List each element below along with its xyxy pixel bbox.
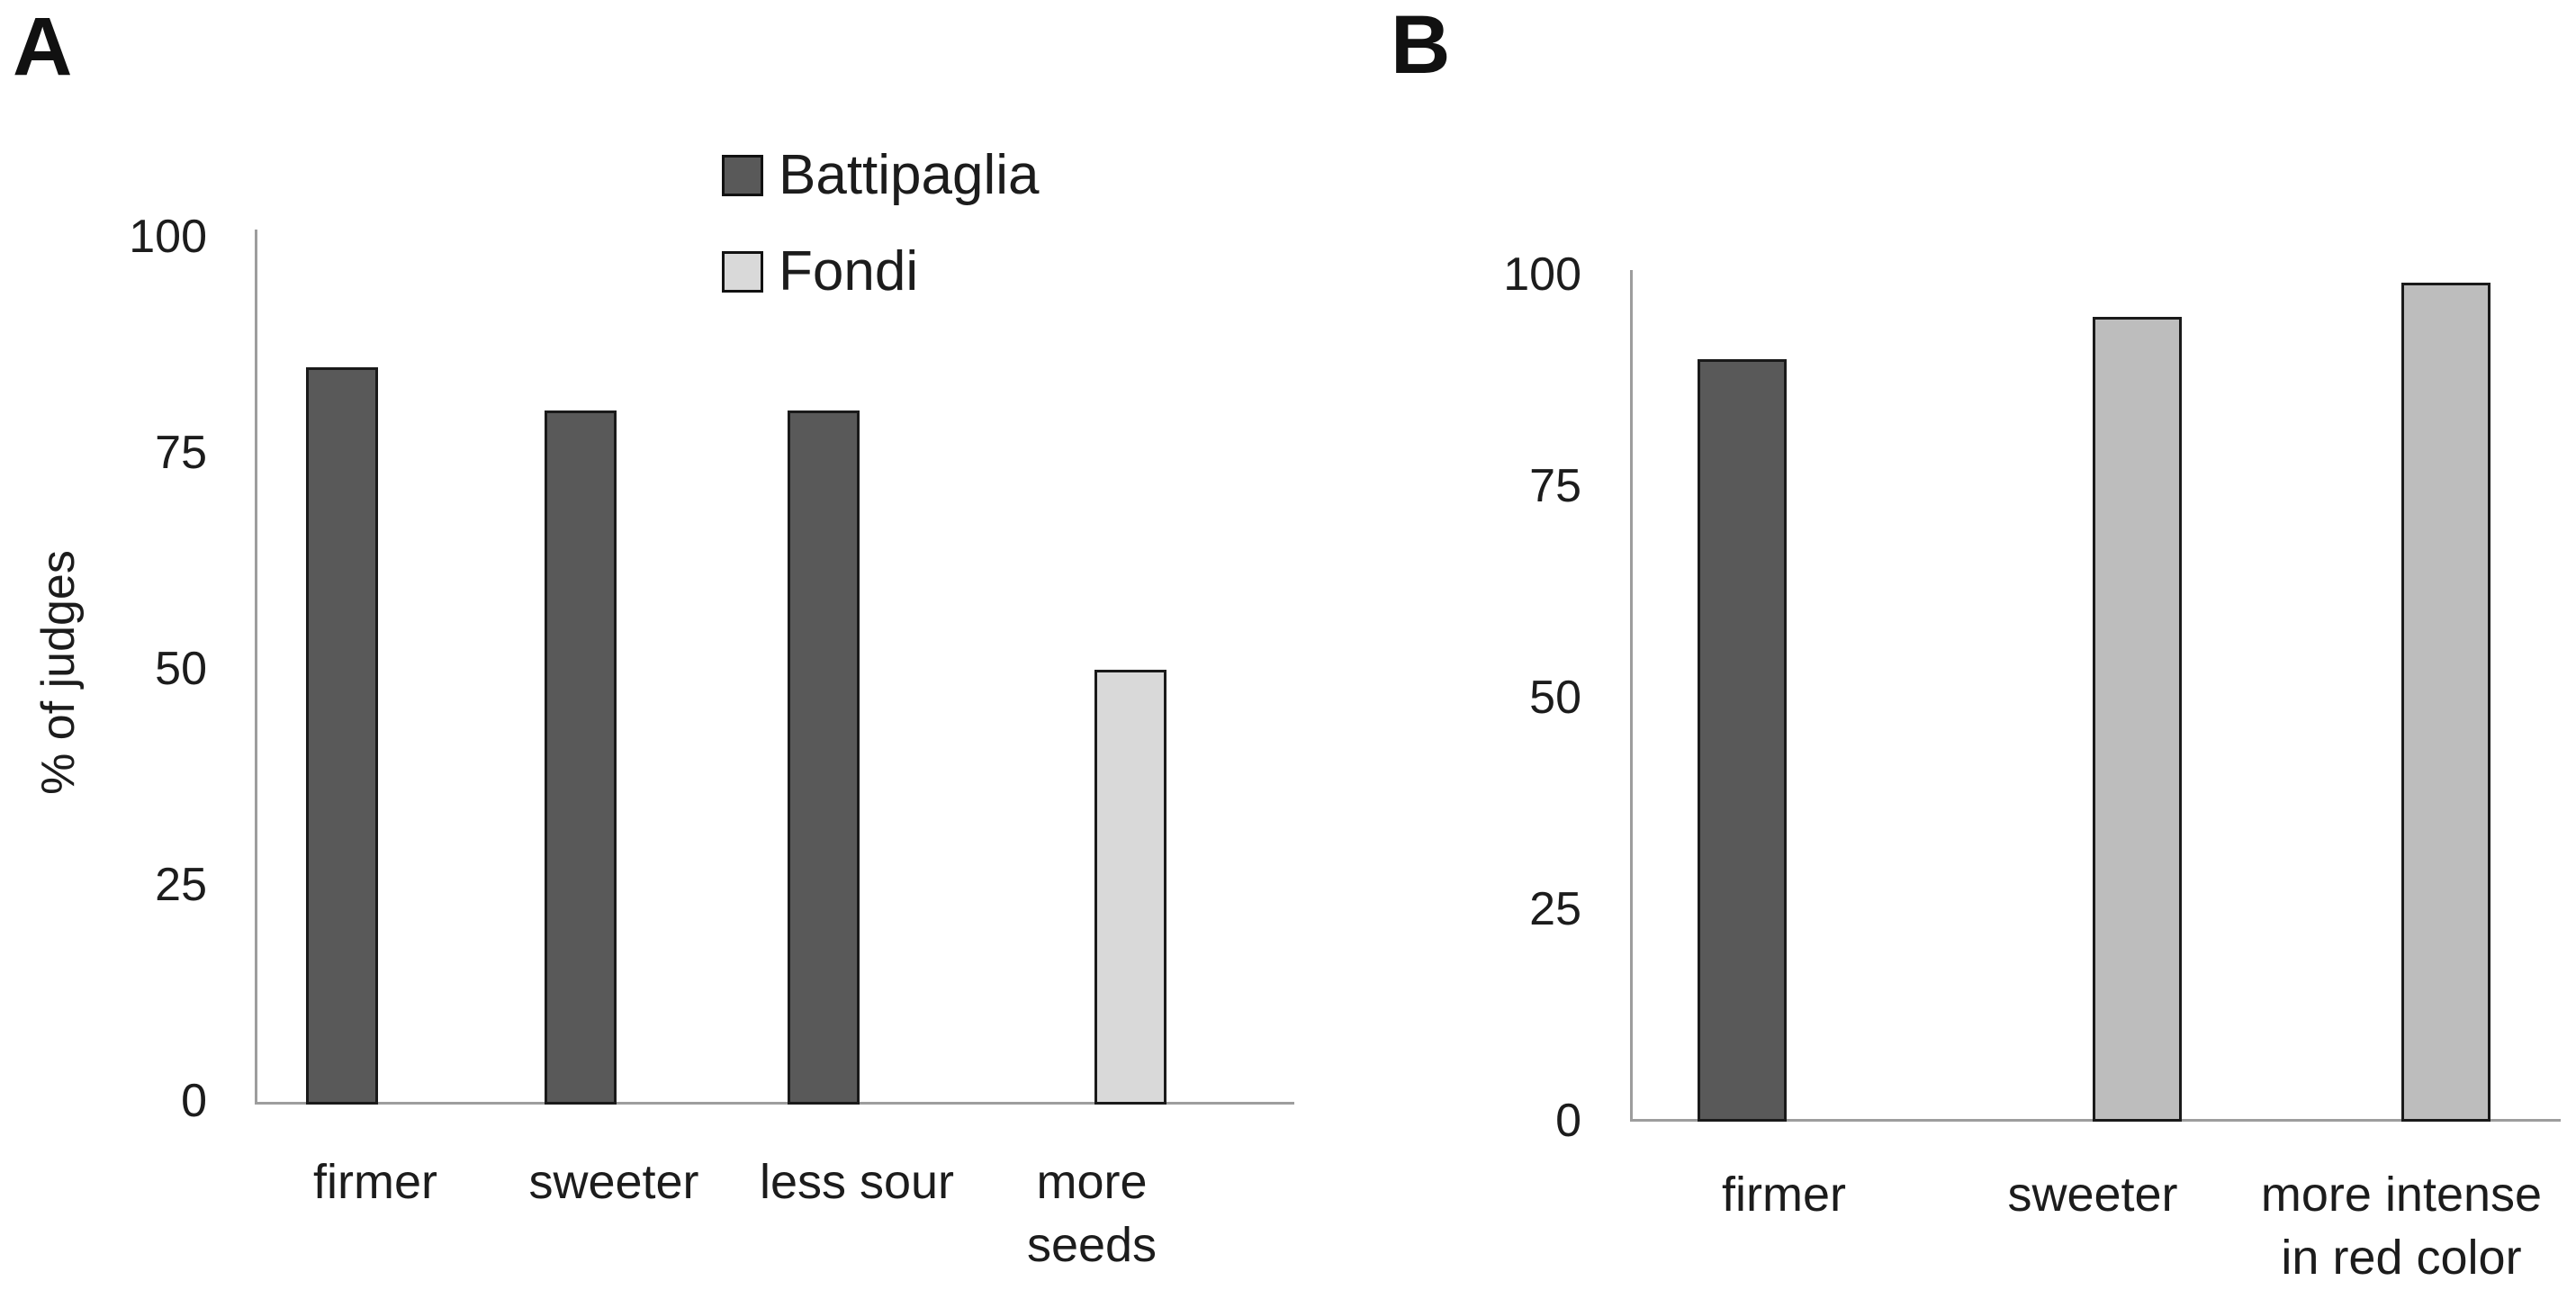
bar-sweeter-fondi xyxy=(2092,316,2182,1122)
y-axis-line xyxy=(1630,270,1633,1122)
legend-label-fondi: Fondi xyxy=(779,240,919,302)
y-tick-label-25: 25 xyxy=(155,859,207,911)
bar-sweeter-battipaglia xyxy=(545,410,617,1105)
y-tick-label-0: 0 xyxy=(181,1075,207,1127)
y-tick-label-25: 25 xyxy=(1529,883,1581,935)
bar-firmer-battipaglia xyxy=(1697,358,1787,1122)
bar-firmer-battipaglia xyxy=(306,367,378,1105)
legend-swatch-battipaglia xyxy=(722,155,763,196)
category-label-sweeter: sweeter xyxy=(528,1155,699,1209)
category-label-less-sour: less sour xyxy=(759,1155,955,1209)
category-label-firmer: firmer xyxy=(313,1155,437,1209)
category-label-more-seeds: more seeds xyxy=(1026,1155,1157,1272)
y-tick-label-50: 50 xyxy=(1529,672,1581,724)
y-tick-label-100: 100 xyxy=(129,211,207,263)
category-label-sweeter: sweeter xyxy=(2007,1168,2178,1222)
bar-less-sour-battipaglia xyxy=(788,410,860,1105)
y-axis-line xyxy=(255,230,257,1105)
panel-label-A: A xyxy=(13,1,73,93)
category-label-more-intense-in-red-color: more intense in red color xyxy=(2260,1168,2543,1285)
legend-label-battipaglia: Battipaglia xyxy=(779,144,1040,206)
y-tick-label-0: 0 xyxy=(1555,1095,1581,1147)
panel-label-B: B xyxy=(1391,0,1451,91)
y-tick-label-100: 100 xyxy=(1503,248,1581,301)
bar-more-intense-in-red-color-fondi xyxy=(2400,283,2490,1122)
x-axis-line xyxy=(255,1102,1294,1105)
y-tick-label-50: 50 xyxy=(155,643,207,695)
category-label-firmer: firmer xyxy=(1722,1168,1846,1222)
y-tick-label-75: 75 xyxy=(1529,460,1581,512)
legend-swatch-fondi xyxy=(722,251,763,293)
bar-more-seeds-fondi xyxy=(1094,670,1166,1105)
y-tick-label-75: 75 xyxy=(155,427,207,479)
y-axis-title: % of judges xyxy=(32,550,85,795)
